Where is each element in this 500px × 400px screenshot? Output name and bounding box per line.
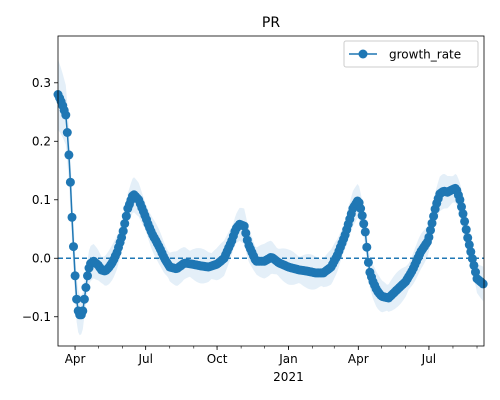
data-point xyxy=(426,225,435,235)
data-point xyxy=(463,233,473,243)
data-point xyxy=(72,294,82,304)
data-point xyxy=(61,110,71,120)
x-tick-label: Apr xyxy=(65,352,86,366)
data-point xyxy=(79,294,89,304)
data-point xyxy=(64,150,74,160)
data-point xyxy=(458,209,468,219)
data-point xyxy=(461,225,471,235)
data-point xyxy=(78,306,88,316)
data-point xyxy=(362,242,372,252)
data-point xyxy=(62,128,72,137)
data-point xyxy=(67,212,77,222)
y-tick-label: 0.0 xyxy=(32,251,51,265)
data-point xyxy=(467,254,477,264)
data-point xyxy=(363,257,373,267)
legend-label-growth-rate: growth_rate xyxy=(389,48,461,62)
x-tick-label: Jul xyxy=(421,352,436,366)
data-point xyxy=(356,204,366,213)
data-point xyxy=(81,283,91,292)
data-point xyxy=(70,271,80,281)
chart-title: PR xyxy=(262,15,280,31)
y-tick-label: 0.2 xyxy=(32,134,51,148)
data-point xyxy=(460,216,470,226)
axes: −0.1 0.0 0.1 0.2 0.3 Apr Jul Oct Jan 2021 Apr Jul xyxy=(22,76,478,384)
x-tick-label: Apr xyxy=(348,352,369,366)
data-point xyxy=(118,226,128,236)
x-tick-label: Jan xyxy=(278,352,298,366)
data-point xyxy=(69,242,78,252)
y-tick-label: 0.3 xyxy=(32,76,51,90)
data-point xyxy=(65,177,75,187)
y-tick-label: −0.1 xyxy=(22,310,51,324)
legend-marker-growth-rate xyxy=(358,49,368,59)
x-tick-year-label: 2021 xyxy=(273,370,304,384)
data-point xyxy=(455,195,465,205)
data-point xyxy=(466,247,476,257)
axes-frame xyxy=(57,35,485,347)
data-point xyxy=(457,202,466,212)
data-point xyxy=(121,211,131,221)
x-tick-label: Oct xyxy=(207,352,228,366)
data-point xyxy=(464,240,474,250)
data-point xyxy=(120,219,130,229)
legend: growth_rate xyxy=(343,40,479,68)
x-tick-label: Jul xyxy=(137,352,152,366)
data-point xyxy=(241,228,251,238)
data-point xyxy=(427,218,437,228)
data-point xyxy=(83,271,92,281)
data-point xyxy=(360,227,370,237)
data-point xyxy=(357,211,367,221)
data-point xyxy=(359,219,369,229)
data-point xyxy=(424,232,434,242)
legend-box xyxy=(343,40,479,68)
plot-area xyxy=(53,59,488,336)
data-point xyxy=(478,279,488,289)
data-point xyxy=(239,221,249,231)
data-point xyxy=(429,211,439,221)
y-tick-label: 0.1 xyxy=(32,193,51,207)
